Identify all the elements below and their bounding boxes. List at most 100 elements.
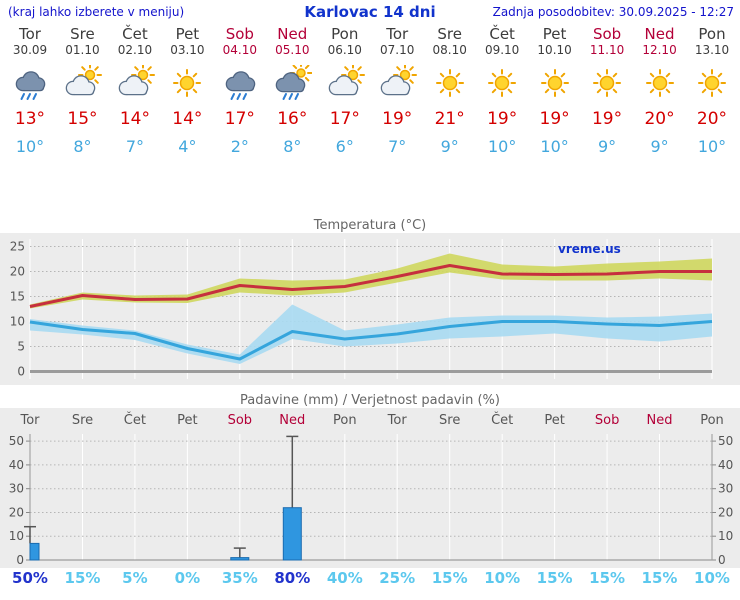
day-column: Pet 03.10 14° 4° [159, 25, 215, 156]
sun-icon [173, 69, 202, 98]
precip-y-tick-label-right: 40 [718, 458, 733, 472]
sun-cloud-icon [66, 63, 103, 96]
day-high-temp: 17° [224, 109, 255, 130]
day-icon-wrap [474, 65, 530, 107]
rain-icon [15, 71, 46, 101]
day-name: Sre [437, 25, 462, 43]
day-low-temp: 10° [697, 137, 727, 157]
day-low-temp: 8° [283, 137, 302, 157]
sun-icon [435, 69, 464, 98]
precip-probability: 15% [65, 569, 101, 587]
precip-y-tick-label: 0 [16, 553, 24, 567]
precip-probability: 10% [484, 569, 520, 587]
precip-day-label: Tor [387, 413, 408, 428]
day-column: Tor 07.10 19° 7° [369, 25, 425, 157]
precip-y-tick-label: 10 [9, 529, 24, 543]
watermark-link[interactable]: vreme.us [558, 242, 621, 256]
top-bar: (kraj lahko izberete v meniju) Karlovac … [0, 0, 740, 22]
day-column: Ned 05.10 16° 8° [264, 25, 320, 157]
day-date: 08.10 [432, 43, 467, 58]
precip-probability: 15% [432, 569, 468, 587]
precip-y-tick-label: 20 [9, 505, 24, 519]
day-icon-wrap [212, 65, 268, 107]
precip-probability: 50% [12, 569, 48, 587]
day-date: 12.10 [642, 43, 677, 58]
day-date: 10.10 [537, 43, 572, 58]
temp-y-tick-label: 5 [17, 340, 25, 354]
temp-y-tick-label: 10 [10, 315, 25, 329]
day-name: Tor [19, 25, 41, 43]
temp-y-tick-label: 25 [10, 240, 25, 254]
sun-icon [593, 69, 622, 98]
day-date: 01.10 [65, 43, 100, 58]
temp-min-line [29, 320, 713, 361]
day-low-temp: 9° [440, 137, 459, 157]
day-name: Čet [489, 25, 515, 43]
precip-chart: Tor Sre Čet Pet Sob Ned Pon Tor Sre Čet Pet Sob Ned P… [0, 408, 740, 588]
day-date: 13.10 [694, 43, 730, 58]
day-low-temp: 10° [487, 137, 517, 157]
day-date: 11.10 [589, 43, 625, 58]
precip-probability: 15% [642, 569, 678, 587]
day-low-temp: 9° [650, 137, 669, 157]
day-column: Ned 12.10 20° 9° [632, 25, 688, 157]
day-column: Pon 06.10 17° 6° [317, 25, 373, 157]
sun-cloud-icon [328, 63, 365, 96]
day-low-temp: 8° [73, 137, 92, 157]
day-high-temp: 19° [487, 109, 518, 130]
temp-chart-title: Temperatura (°C) [313, 218, 427, 233]
day-icon-wrap [579, 65, 635, 107]
precip-y-tick-label: 40 [9, 458, 24, 472]
day-column: Pet 10.10 19° 10° [527, 25, 583, 156]
precip-y-tick-label-right: 50 [718, 434, 733, 448]
day-icon-wrap [264, 61, 320, 107]
temp-chart: 0 5 10 15 20 25 vreme.us [0, 233, 740, 385]
precip-day-label: Čet [491, 412, 513, 428]
day-date: 03.10 [170, 43, 205, 58]
precip-y-tick-label-right: 0 [718, 553, 726, 567]
day-high-temp: 19° [591, 109, 623, 130]
day-column: Čet 09.10 19° 10° [474, 25, 530, 157]
precip-day-label: Pet [544, 413, 564, 428]
day-icon-wrap [107, 63, 163, 107]
precip-probability: 0% [175, 569, 200, 587]
precip-y-tick-label-right: 20 [718, 505, 733, 519]
day-column: Sre 08.10 21° 9° [422, 25, 478, 157]
day-date: 04.10 [222, 43, 258, 58]
day-low-temp: 6° [335, 137, 354, 157]
precip-y-tick-label-right: 10 [718, 529, 733, 543]
day-icon-wrap [632, 65, 688, 107]
precip-day-label: Ned [279, 413, 305, 428]
menu-hint: (kraj lahko izberete v meniju) [8, 5, 185, 19]
day-column: Čet 02.10 14° 7° [107, 25, 163, 156]
day-name: Sob [592, 25, 622, 43]
day-date: 06.10 [327, 43, 362, 58]
day-name: Čet [122, 25, 148, 43]
precip-probability: 80% [274, 569, 310, 587]
day-high-temp: 20° [696, 109, 728, 130]
last-updated: Zadnja posodobitev: 30.09.2025 - 12:27 [492, 5, 734, 19]
day-icon-wrap [684, 65, 740, 107]
precip-probability: 15% [537, 569, 573, 587]
precip-probability: 15% [589, 569, 625, 587]
precip-day-label: Sre [439, 413, 460, 428]
day-high-temp: 19° [539, 109, 570, 130]
precip-day-label: Čet [124, 412, 146, 428]
day-high-temp: 14° [172, 109, 203, 130]
precip-bar [230, 557, 250, 561]
sun-icon [488, 69, 517, 98]
day-high-temp: 16° [277, 109, 308, 130]
sun-icon [645, 69, 674, 98]
day-high-temp: 20° [644, 109, 675, 130]
precip-day-label: Sob [228, 413, 252, 428]
day-name: Ned [644, 25, 675, 43]
day-low-temp: 7° [388, 137, 407, 157]
day-icon-wrap [159, 65, 215, 107]
day-name: Pet [542, 25, 567, 43]
precip-y-tick-label: 50 [9, 434, 24, 448]
precip-day-label: Pon [700, 413, 724, 428]
temp-y-tick-label: 0 [17, 365, 25, 379]
temperature-chart-svg: 0 5 10 15 20 25 vreme.us [0, 233, 740, 385]
precip-bar [282, 507, 302, 561]
day-icon-wrap [317, 63, 373, 107]
